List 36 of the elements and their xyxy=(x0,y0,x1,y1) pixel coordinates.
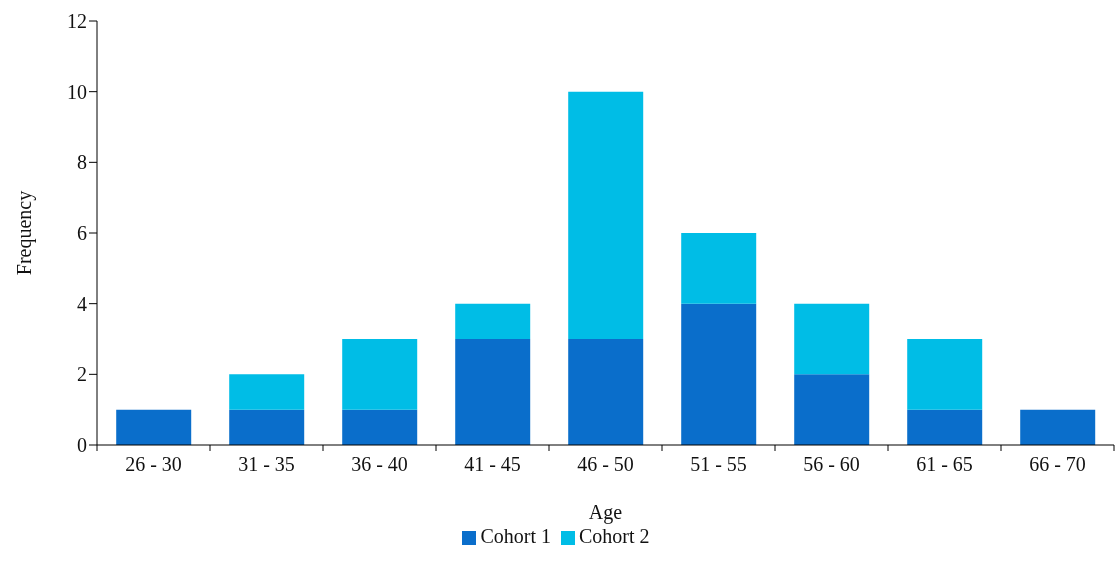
x-tick-label: 51 - 55 xyxy=(690,453,747,475)
bar xyxy=(229,374,305,410)
bar xyxy=(1020,409,1096,445)
x-tick-label: 31 - 35 xyxy=(238,453,295,475)
bar xyxy=(116,409,192,445)
bar xyxy=(568,91,644,339)
x-axis-title: Age xyxy=(588,501,623,524)
x-tick-label: 56 - 60 xyxy=(803,453,860,475)
bar xyxy=(455,339,531,445)
bar xyxy=(342,339,418,410)
bar xyxy=(229,409,305,445)
y-tick-label: 8 xyxy=(77,151,87,174)
bar xyxy=(681,303,757,445)
bar xyxy=(907,339,983,410)
x-tick-label: 26 - 30 xyxy=(125,453,182,475)
bar xyxy=(794,303,870,375)
x-tick-label: 61 - 65 xyxy=(916,453,973,475)
bar xyxy=(681,233,757,304)
y-tick-label: 12 xyxy=(67,10,87,33)
x-tick-label: 66 - 70 xyxy=(1029,453,1086,475)
y-tick-label: 2 xyxy=(77,363,87,386)
legend-label: Cohort 1 xyxy=(480,525,551,547)
bar xyxy=(342,409,418,445)
bar xyxy=(794,374,870,445)
y-tick-label: 10 xyxy=(67,80,87,103)
legend-label: Cohort 2 xyxy=(579,525,650,547)
y-axis-title: Frequency xyxy=(13,190,37,276)
bar xyxy=(455,303,531,339)
bar xyxy=(568,339,644,445)
y-tick-label: 6 xyxy=(77,222,87,245)
y-tick-label: 4 xyxy=(77,292,87,315)
x-tick-label: 46 - 50 xyxy=(577,453,634,475)
y-tick-label: 0 xyxy=(77,434,87,457)
bar xyxy=(907,409,983,445)
x-tick-label: 36 - 40 xyxy=(351,453,408,475)
x-tick-label: 41 - 45 xyxy=(464,453,521,475)
